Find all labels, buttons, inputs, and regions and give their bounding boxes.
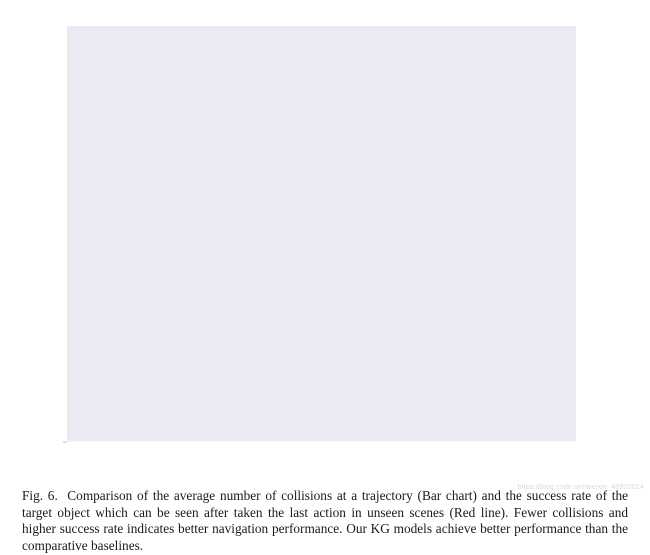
chart-container <box>12 12 638 480</box>
caption-text: Comparison of the average number of coll… <box>22 488 628 553</box>
chart-svg <box>12 12 638 480</box>
caption-label: Fig. 6. <box>22 488 58 503</box>
figure-caption: Fig. 6. Comparison of the average number… <box>22 488 628 554</box>
